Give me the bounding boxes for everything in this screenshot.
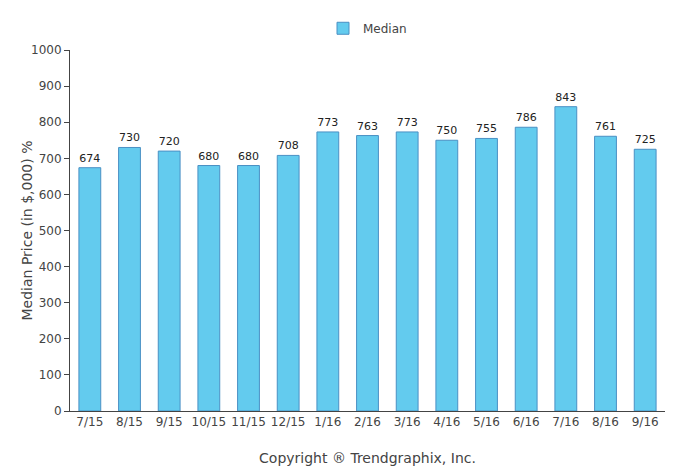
svg-text:7/16: 7/16 bbox=[552, 415, 579, 429]
svg-text:730: 730 bbox=[119, 131, 140, 144]
svg-text:750: 750 bbox=[436, 124, 457, 137]
svg-text:720: 720 bbox=[159, 135, 180, 148]
svg-text:755: 755 bbox=[476, 122, 497, 135]
svg-text:700: 700 bbox=[39, 152, 62, 166]
svg-text:9/15: 9/15 bbox=[156, 415, 183, 429]
svg-text:1000: 1000 bbox=[31, 43, 62, 57]
svg-text:680: 680 bbox=[238, 150, 259, 163]
svg-text:5/16: 5/16 bbox=[473, 415, 500, 429]
svg-text:843: 843 bbox=[555, 91, 576, 104]
svg-text:773: 773 bbox=[317, 116, 338, 129]
svg-text:600: 600 bbox=[39, 188, 62, 202]
svg-text:500: 500 bbox=[39, 224, 62, 238]
svg-text:Copyright ® Trendgraphix, Inc.: Copyright ® Trendgraphix, Inc. bbox=[259, 450, 476, 466]
svg-text:761: 761 bbox=[595, 120, 616, 133]
svg-text:400: 400 bbox=[39, 260, 62, 274]
svg-text:725: 725 bbox=[635, 133, 656, 146]
svg-text:786: 786 bbox=[516, 111, 537, 124]
svg-text:7/15: 7/15 bbox=[76, 415, 103, 429]
svg-text:708: 708 bbox=[278, 139, 299, 152]
svg-text:12/15: 12/15 bbox=[271, 415, 306, 429]
svg-text:773: 773 bbox=[397, 116, 418, 129]
svg-text:800: 800 bbox=[39, 115, 62, 129]
svg-text:1/16: 1/16 bbox=[314, 415, 341, 429]
svg-text:8/15: 8/15 bbox=[116, 415, 143, 429]
svg-text:6/16: 6/16 bbox=[513, 415, 540, 429]
svg-text:11/15: 11/15 bbox=[231, 415, 266, 429]
svg-text:2/16: 2/16 bbox=[354, 415, 381, 429]
svg-text:8/16: 8/16 bbox=[592, 415, 619, 429]
svg-text:100: 100 bbox=[39, 368, 62, 382]
svg-text:3/16: 3/16 bbox=[394, 415, 421, 429]
svg-text:4/16: 4/16 bbox=[433, 415, 460, 429]
svg-text:9/16: 9/16 bbox=[632, 415, 659, 429]
svg-text:900: 900 bbox=[39, 79, 62, 93]
svg-text:10/15: 10/15 bbox=[192, 415, 227, 429]
svg-text:300: 300 bbox=[39, 296, 62, 310]
svg-text:674: 674 bbox=[79, 152, 100, 165]
svg-text:763: 763 bbox=[357, 120, 378, 133]
svg-text:200: 200 bbox=[39, 332, 62, 346]
svg-text:680: 680 bbox=[198, 150, 219, 163]
svg-text:Median Price (in $,000) %: Median Price (in $,000) % bbox=[19, 141, 35, 321]
svg-text:0: 0 bbox=[54, 404, 62, 418]
svg-text:Median: Median bbox=[363, 22, 407, 36]
